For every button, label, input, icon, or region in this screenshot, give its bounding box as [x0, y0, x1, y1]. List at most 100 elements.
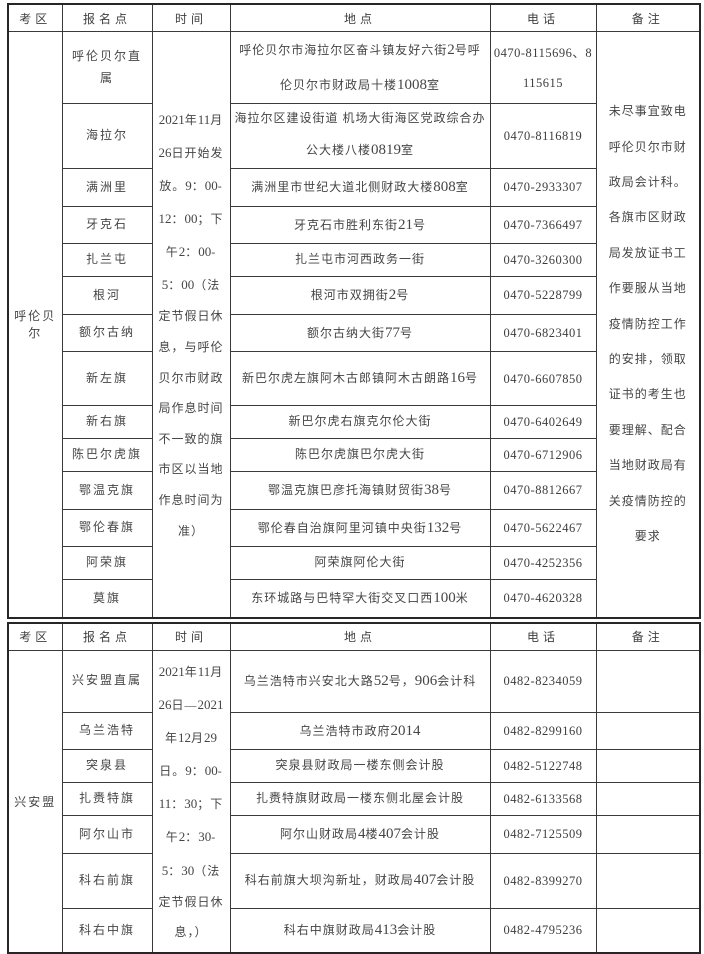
table-row: 兴安盟 兴安盟直属 2021年11月26日—2021年12月29日。9：00-11：… [7, 649, 701, 954]
address-cell: 扎赉特旗财政局一楼东侧北屋会计股 [229, 782, 491, 817]
numeric-text: 9 [185, 763, 192, 779]
table-row: 新左旗 新巴尔虎左旗阿木古郎镇阿木古朗路16号 0470-6607850 [8, 351, 700, 407]
numeric-text: 1008 [397, 76, 427, 93]
registration-table-xingan: 考区 报名点 时间 地点 电话 备注 兴安盟 兴安盟直属 2021年11月26日—2… [7, 621, 701, 954]
numeric-text: 38 [424, 482, 439, 499]
point-cell: 莫旗 [61, 579, 153, 619]
phone-cell: 0470-7366497 [489, 205, 597, 245]
table-row: 乌兰浩特 乌兰浩特市政府2014 0482-8299160 [8, 711, 701, 751]
header-exam-area: 考区 [7, 3, 63, 32]
phone-cell: 0482-6133568 [489, 782, 597, 817]
numeric-text: 11 [197, 111, 211, 127]
address-cell: 阿尔山财政局4楼407会计股 [229, 815, 491, 854]
numeric-text: 00 [184, 210, 198, 226]
address-cell: 新巴尔虎右旗克尔伦大街 [229, 405, 491, 440]
address-cell: 鄂温克旗巴彦托海镇财贸街38号 [229, 471, 491, 510]
header-note: 备注 [595, 622, 701, 651]
header-time: 时间 [151, 622, 231, 651]
time-cell: 2021年11月26日—2021年12月29日。9：00-11：30；下午2：3… [151, 649, 231, 954]
point-cell: 鄂温克旗 [61, 471, 153, 510]
numeric-text: 00 [181, 277, 195, 293]
phone-cell: 0482-8299160 [489, 711, 597, 751]
address-cell: 东环城路与巴特罕大街交叉口西100米 [229, 579, 491, 619]
numeric-text: 2 [178, 244, 186, 260]
point-cell: 阿尔山市 [61, 815, 153, 854]
phone-cell: 0470-4620328 [489, 579, 597, 619]
point-cell: 牙克石 [61, 205, 153, 245]
phone-cell: 0470-8116819 [489, 102, 597, 170]
table-row: 鄂伦春旗 鄂伦春自治旗阿里河镇中央街132号 0470-5622467 [8, 508, 700, 548]
phone-cell: 0482-8399270 [489, 852, 597, 909]
header-time: 时间 [151, 3, 231, 32]
numeric-text: 00 [204, 763, 218, 779]
header-exam-area: 考区 [7, 622, 63, 651]
numeric-text: 11 [197, 663, 211, 679]
point-cell: 扎兰屯 [61, 243, 153, 278]
numeric-text: 30 [184, 796, 198, 812]
numeric-text: 77 [385, 324, 400, 341]
point-cell: 阿荣旗 [61, 546, 153, 581]
address-cell: 海拉尔区建设街道 机场大街海区党政综合办公大楼八楼0819室 [229, 102, 491, 170]
numeric-text: 12 [178, 730, 191, 746]
address-cell: 满洲里市世纪大道北侧财政大楼808室 [229, 168, 491, 207]
phone-cell: 0482-7125509 [489, 815, 597, 854]
table-row: 呼伦贝尔 呼伦贝尔直属 2021年11月26日开始发放。9：00-12：00；下午2… [7, 30, 701, 619]
note-cell [595, 711, 701, 751]
phone-cell: 0482-5122748 [489, 749, 597, 784]
table-body-xingan: 兴安盟 兴安盟直属 2021年11月26日—2021年12月29日。9：00-11：… [7, 649, 701, 954]
table-row: 突泉县 突泉县财政局一楼东侧会计股 0482-5122748 [8, 749, 701, 784]
numeric-text: 906 [414, 672, 438, 689]
numeric-text: 26 [158, 696, 172, 712]
point-cell: 根河 [61, 276, 153, 315]
address-cell: 新巴尔虎左旗阿木古郎镇阿木古朗路16号 [229, 351, 491, 407]
table-row: 海拉尔 海拉尔区建设街道 机场大街海区党政综合办公大楼八楼0819室 0470-81… [8, 102, 700, 170]
numeric-text: 12 [158, 210, 172, 226]
numeric-text: 21 [398, 216, 413, 233]
numeric-text: 9 [185, 177, 192, 193]
point-cell: 海拉尔 [61, 102, 153, 170]
note-cell [595, 749, 701, 784]
numeric-text: 2021 [197, 696, 224, 712]
numeric-text: 808 [433, 179, 456, 196]
address-cell: 扎兰屯市河西政务一街 [229, 243, 491, 278]
address-cell: 乌兰浩特市兴安北大路52号，906会计科 [229, 649, 491, 713]
phone-cell: 0470-6607850 [489, 351, 597, 407]
header-registration-point: 报名点 [61, 3, 153, 32]
address-cell: 额尔古纳大街77号 [229, 313, 491, 353]
note-cell [595, 649, 701, 713]
table-body-hulunbuir: 呼伦贝尔 呼伦贝尔直属 2021年11月26日开始发放。9：00-12：00；下午2… [7, 30, 701, 619]
point-cell: 兴安盟直属 [61, 649, 153, 713]
table-row: 满洲里 满洲里市世纪大道北侧财政大楼808室 0470-2933307 [8, 168, 700, 207]
table-row: 根河 根河市双拥街2号 0470-5228799 [8, 276, 700, 315]
numeric-text: 30 [181, 862, 195, 878]
numeric-text: 407 [378, 826, 402, 843]
table-row: 科右前旗 科右前旗大坝沟新址，财政局407会计股 0482-8399270 [8, 852, 701, 909]
address-cell: 鄂伦春自治旗阿里河镇中央街132号 [229, 508, 491, 548]
phone-cell: 0470-2933307 [489, 168, 597, 207]
note-cell [595, 907, 701, 954]
numeric-text: 00 [198, 244, 212, 260]
table-row: 扎兰屯 扎兰屯市河西政务一街 0470-3260300 [8, 243, 700, 278]
numeric-text: 29 [204, 730, 218, 746]
table-row: 鄂温克旗 鄂温克旗巴彦托海镇财贸街38号 0470-8812667 [8, 471, 700, 510]
table-row: 牙克石 牙克石市胜利东街21号 0470-7366497 [8, 205, 700, 245]
point-cell: 科右中旗 [61, 907, 153, 954]
phone-cell: 0470-8115696、8115615 [489, 31, 597, 104]
numeric-text: 0819 [371, 141, 401, 158]
numeric-text: 2 [388, 287, 397, 304]
header-address: 地点 [229, 3, 491, 32]
numeric-text: 4 [357, 826, 366, 843]
phone-cell: 0470-6402649 [489, 405, 597, 440]
header-note: 备注 [595, 3, 701, 32]
address-cell: 呼伦贝尔市海拉尔区奋斗镇友好六街2号呼伦贝尔市财政局十楼1008室 [229, 31, 491, 104]
point-cell: 陈巴尔虎旗 [61, 438, 153, 473]
table-row: 新右旗 新巴尔虎右旗克尔伦大街 0470-6402649 [8, 405, 700, 440]
numeric-text: 5 [161, 277, 169, 293]
region-cell: 呼伦贝尔 [7, 30, 63, 619]
numeric-text: 00 [204, 177, 218, 193]
numeric-text: 2 [447, 42, 455, 58]
numeric-text: 26 [158, 144, 172, 160]
numeric-text: 16 [450, 370, 465, 387]
numeric-text: 2014 [390, 722, 421, 739]
